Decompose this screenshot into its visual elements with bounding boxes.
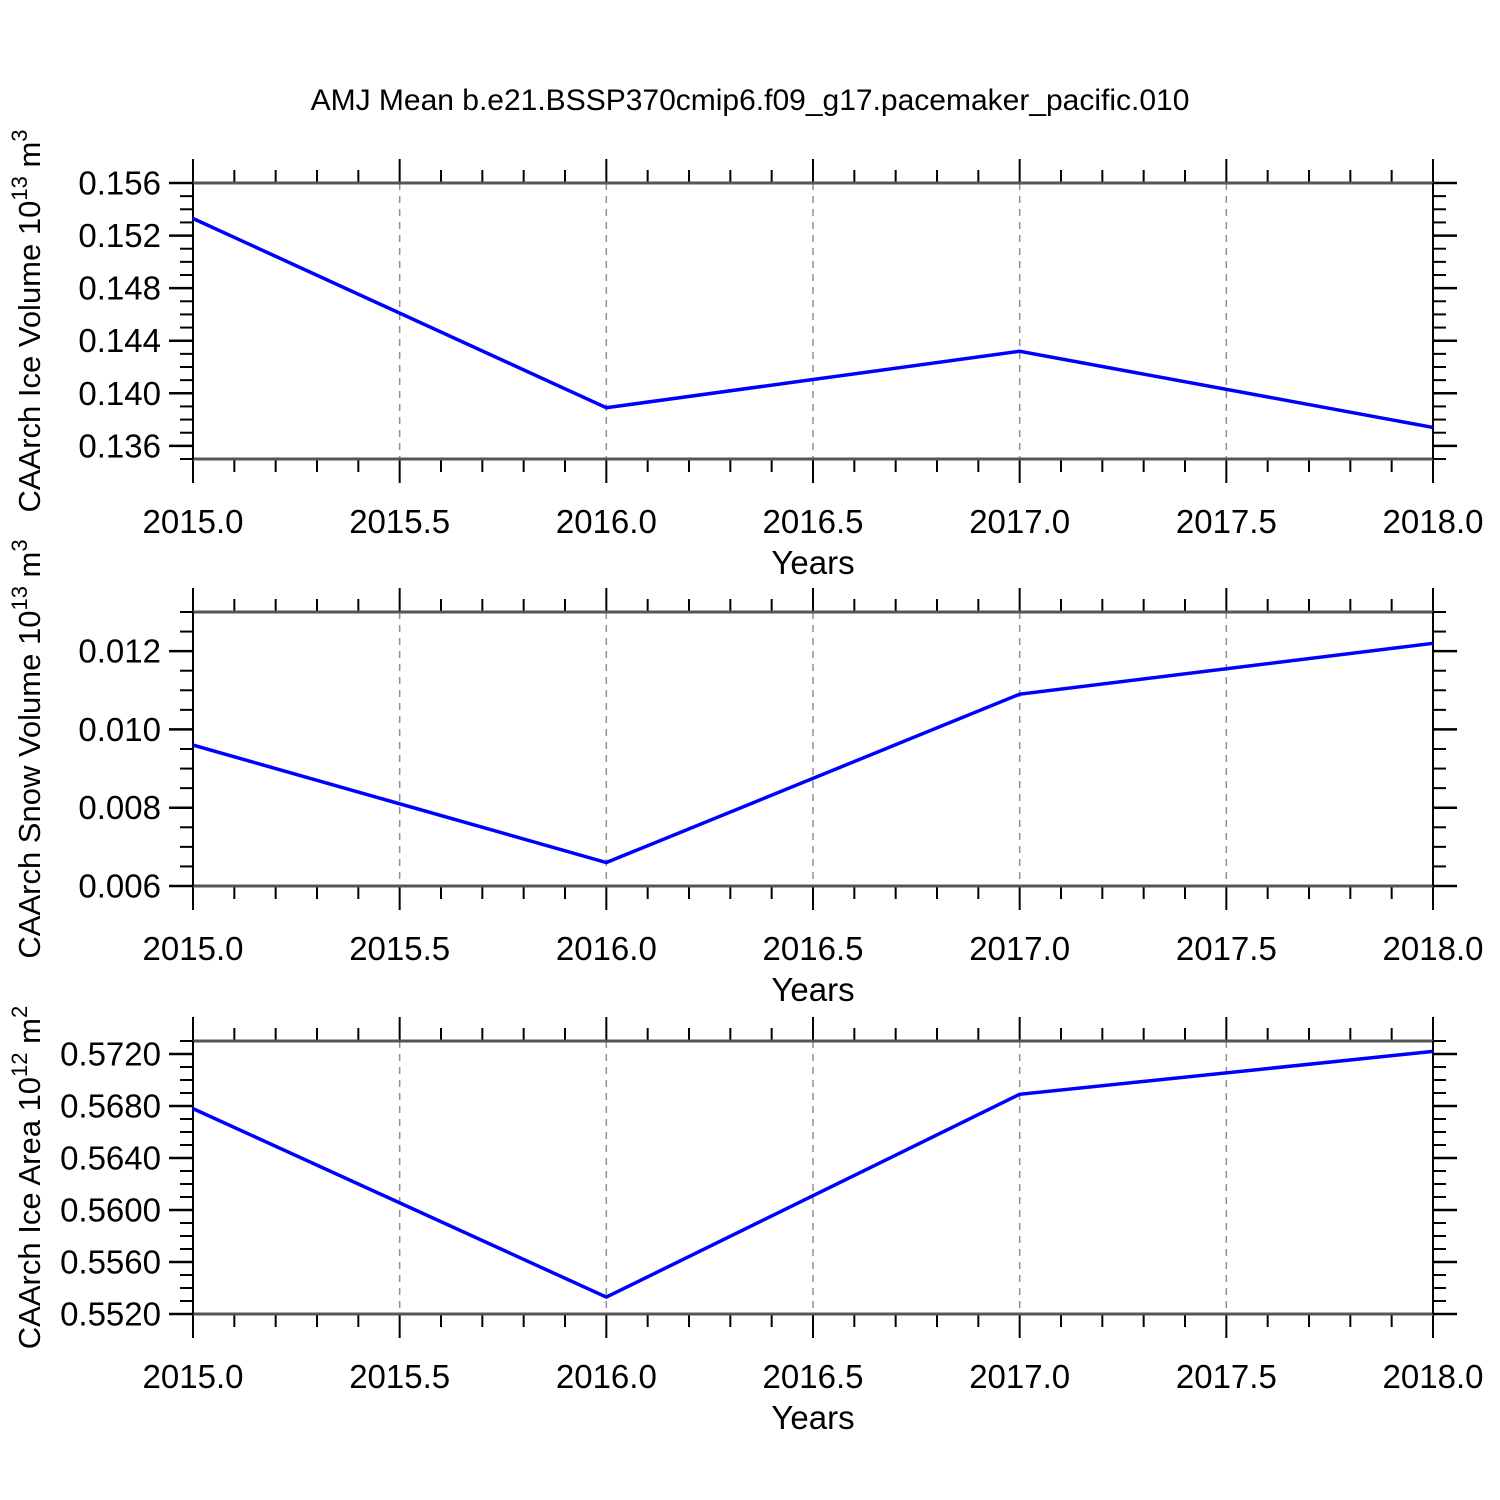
y-axis-label: CAArch Snow Volume 1013 m3 <box>7 539 47 958</box>
x-tick-label: 2015.0 <box>143 503 244 540</box>
y-tick-label: 0.144 <box>78 322 161 359</box>
y-tick-label: 0.5640 <box>60 1140 161 1177</box>
y-tick-label: 0.5560 <box>60 1244 161 1281</box>
caarch-ice-area-line <box>192 1049 1434 1300</box>
y-axis-label: CAArch Ice Area 1012 m2 <box>7 1006 47 1349</box>
x-ticks <box>192 159 1434 483</box>
x-tick-label: 2017.0 <box>969 930 1070 967</box>
panel-caarch-ice-volume: 0.136 0.140 0.144 0.148 0.152 0.156 2015.0 2015… <box>7 129 1483 581</box>
y-ticks <box>169 611 1457 888</box>
x-tick-label: 2017.5 <box>1176 930 1277 967</box>
y-ticks <box>169 181 1457 460</box>
y-tick-label: 0.006 <box>78 868 161 905</box>
x-tick-label: 2018.0 <box>1383 1358 1484 1395</box>
x-tick-label: 2017.0 <box>969 1358 1070 1395</box>
gridlines <box>398 1041 1228 1314</box>
y-tick-label: 0.5680 <box>60 1088 161 1125</box>
x-ticks <box>192 1017 1434 1338</box>
x-tick-label: 2018.0 <box>1383 503 1484 540</box>
panel-caarch-ice-area: 0.5520 0.5560 0.5600 0.5640 0.5680 0.5720 2015… <box>7 1006 1483 1436</box>
y-tick-label: 0.152 <box>78 217 161 254</box>
x-tick-label: 2016.5 <box>763 503 864 540</box>
gridlines <box>398 612 1228 886</box>
y-tick-label: 0.5720 <box>60 1036 161 1073</box>
x-axis-label: Years <box>771 1399 854 1436</box>
x-axis-label: Years <box>771 544 854 581</box>
chart-title: AMJ Mean b.e21.BSSP370cmip6.f09_g17.pace… <box>310 84 1190 117</box>
x-tick-label: 2015.5 <box>349 503 450 540</box>
y-tick-label: 0.140 <box>78 375 161 412</box>
x-tick-label: 2016.0 <box>556 1358 657 1395</box>
y-tick-label: 0.008 <box>78 789 161 826</box>
x-ticks <box>192 588 1434 910</box>
x-tick-label: 2016.0 <box>556 503 657 540</box>
y-tick-label: 0.010 <box>78 711 161 748</box>
x-tick-label: 2017.5 <box>1176 1358 1277 1395</box>
y-tick-label: 0.136 <box>78 427 161 464</box>
x-tick-label: 2015.0 <box>143 930 244 967</box>
y-ticks <box>169 1040 1457 1316</box>
x-tick-label: 2017.5 <box>1176 503 1277 540</box>
x-tick-label: 2018.0 <box>1383 930 1484 967</box>
gridlines <box>398 183 1228 459</box>
y-tick-label: 0.5600 <box>60 1192 161 1229</box>
x-tick-label: 2016.0 <box>556 930 657 967</box>
y-tick-label: 0.156 <box>78 165 161 202</box>
x-tick-label: 2015.5 <box>349 930 450 967</box>
x-axis-label: Years <box>771 971 854 1008</box>
caarch-snow-volume-line <box>192 641 1434 865</box>
panel-caarch-snow-volume: 0.006 0.008 0.010 0.012 2015.0 2015.5 2016.0 20… <box>7 539 1483 1008</box>
y-tick-label: 0.148 <box>78 270 161 307</box>
y-tick-label: 0.012 <box>78 633 161 670</box>
x-tick-label: 2016.5 <box>763 1358 864 1395</box>
x-tick-label: 2016.5 <box>763 930 864 967</box>
x-tick-label: 2015.5 <box>349 1358 450 1395</box>
y-axis-label: CAArch Ice Volume 1013 m3 <box>7 129 47 512</box>
y-tick-label: 0.5520 <box>60 1296 161 1333</box>
x-tick-label: 2017.0 <box>969 503 1070 540</box>
x-tick-label: 2015.0 <box>143 1358 244 1395</box>
caarch-ice-volume-line <box>192 216 1434 430</box>
